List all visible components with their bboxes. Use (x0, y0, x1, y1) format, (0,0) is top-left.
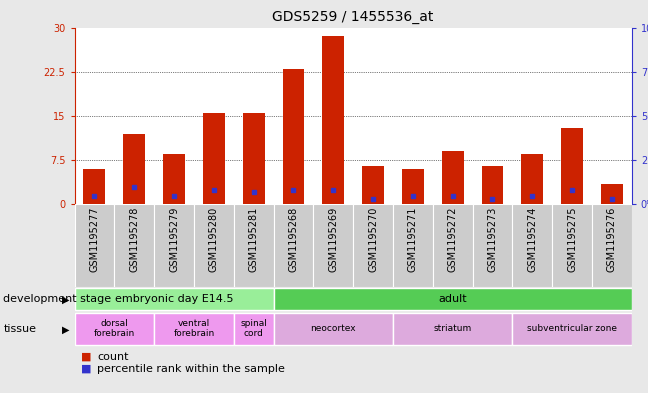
Text: neocortex: neocortex (310, 324, 356, 333)
Bar (75, 314, 154, 345)
Text: GSM1195276: GSM1195276 (607, 207, 617, 272)
Text: count: count (97, 352, 129, 362)
Bar (75, 204, 114, 287)
Bar (561, 128, 583, 204)
Text: GSM1195281: GSM1195281 (249, 207, 259, 272)
Bar (314, 204, 353, 287)
Text: GSM1195270: GSM1195270 (368, 207, 378, 272)
Bar (154, 204, 194, 287)
Text: adult: adult (438, 294, 467, 304)
Bar (283, 69, 305, 204)
Text: dorsal
forebrain: dorsal forebrain (94, 319, 135, 338)
Text: GSM1195279: GSM1195279 (169, 207, 179, 272)
Bar (75, 288, 273, 310)
Bar (234, 204, 273, 287)
Text: GSM1195280: GSM1195280 (209, 207, 219, 272)
Bar (522, 154, 543, 204)
Bar (273, 288, 632, 310)
Bar (402, 169, 424, 204)
Text: GSM1195278: GSM1195278 (129, 207, 139, 272)
Text: GSM1195271: GSM1195271 (408, 207, 418, 272)
Bar (322, 36, 344, 204)
Text: GSM1195275: GSM1195275 (567, 207, 577, 272)
Text: ▶: ▶ (62, 324, 69, 334)
Text: spinal
cord: spinal cord (240, 319, 267, 338)
Bar (234, 314, 273, 345)
Text: ▶: ▶ (62, 294, 69, 304)
Text: ■: ■ (81, 352, 91, 362)
Text: embryonic day E14.5: embryonic day E14.5 (115, 294, 233, 304)
Bar (433, 204, 472, 287)
Bar (481, 166, 503, 204)
Text: development stage: development stage (3, 294, 111, 304)
Text: GSM1195277: GSM1195277 (89, 207, 99, 272)
Bar (552, 204, 592, 287)
Bar (154, 314, 234, 345)
Bar (243, 113, 264, 204)
Bar (601, 184, 623, 204)
Bar (114, 204, 154, 287)
Text: ventral
forebrain: ventral forebrain (173, 319, 214, 338)
Bar (393, 204, 433, 287)
Bar (203, 113, 225, 204)
Text: GSM1195268: GSM1195268 (288, 207, 299, 272)
Bar (472, 204, 513, 287)
Bar (513, 204, 552, 287)
Text: ■: ■ (81, 364, 91, 374)
Bar (273, 314, 393, 345)
Bar (194, 204, 234, 287)
Bar (362, 166, 384, 204)
Text: percentile rank within the sample: percentile rank within the sample (97, 364, 285, 374)
Bar (442, 151, 463, 204)
Bar (84, 169, 106, 204)
Text: subventricular zone: subventricular zone (527, 324, 617, 333)
Bar (393, 314, 513, 345)
Text: GSM1195273: GSM1195273 (487, 207, 498, 272)
Text: GSM1195272: GSM1195272 (448, 207, 457, 272)
Text: striatum: striatum (434, 324, 472, 333)
Text: GSM1195269: GSM1195269 (329, 207, 338, 272)
Bar (353, 204, 393, 287)
Title: GDS5259 / 1455536_at: GDS5259 / 1455536_at (272, 10, 434, 24)
Bar (163, 154, 185, 204)
Bar (592, 204, 632, 287)
Text: tissue: tissue (3, 324, 36, 334)
Bar (273, 204, 314, 287)
Text: GSM1195274: GSM1195274 (527, 207, 537, 272)
Bar (513, 314, 632, 345)
Bar (123, 134, 145, 204)
